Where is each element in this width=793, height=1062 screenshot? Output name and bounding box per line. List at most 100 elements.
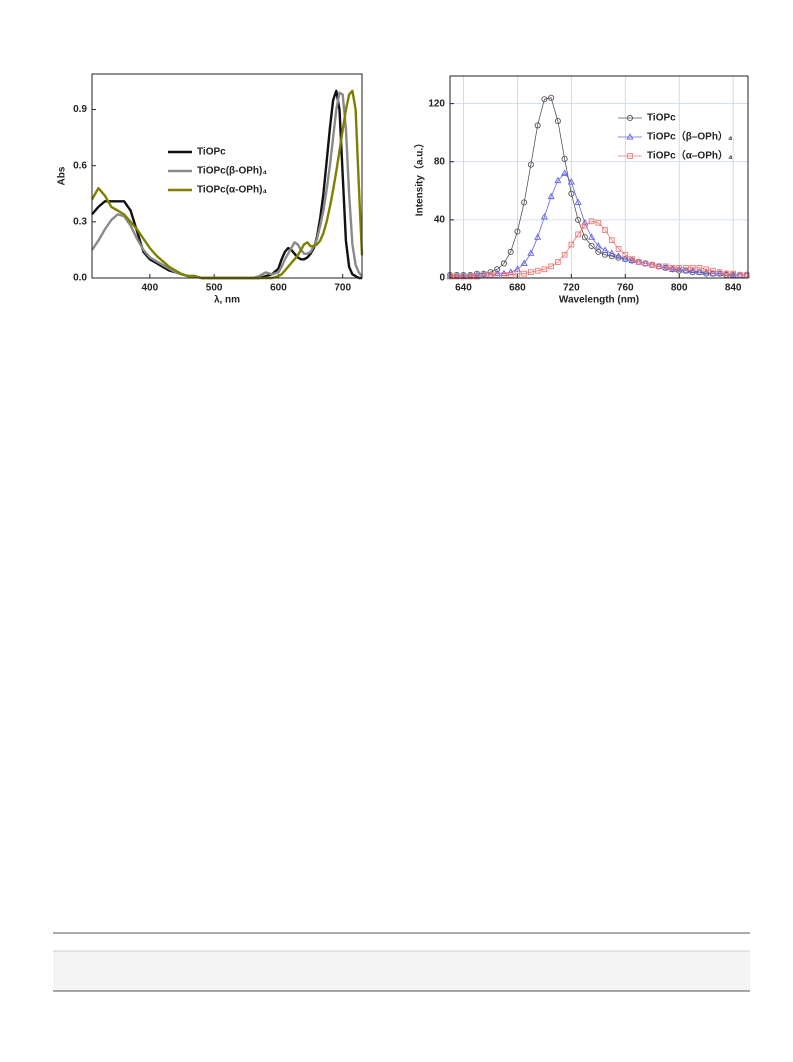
marker <box>622 251 629 258</box>
marker <box>710 267 716 274</box>
marker <box>548 94 555 101</box>
legend-marker <box>626 114 634 122</box>
marker <box>581 218 589 226</box>
marker <box>729 271 737 278</box>
marker <box>507 268 515 275</box>
marker <box>521 199 528 206</box>
marker <box>695 268 704 275</box>
marker <box>668 265 677 272</box>
legend-label: TiOPc(β-OPh)₄ <box>197 166 267 177</box>
marker <box>614 252 623 259</box>
marker <box>554 118 561 125</box>
marker <box>588 233 596 240</box>
marker <box>588 218 595 225</box>
marker <box>548 263 554 270</box>
x-tick-label: 640 <box>455 283 472 294</box>
marker <box>581 234 588 241</box>
marker <box>716 269 723 276</box>
marker <box>675 265 683 272</box>
marker <box>547 192 555 200</box>
marker <box>669 264 676 271</box>
marker <box>561 155 568 162</box>
marker <box>520 259 528 266</box>
marker <box>561 169 569 176</box>
marker <box>554 176 562 184</box>
marker <box>514 270 521 277</box>
marker <box>487 272 494 278</box>
y-tick-label: 40 <box>434 215 446 226</box>
marker <box>615 246 622 252</box>
y-tick-label: 0.9 <box>73 104 87 115</box>
marker <box>696 264 703 271</box>
plot-frame <box>91 73 363 279</box>
y-tick-label: 0.6 <box>73 160 87 171</box>
marker <box>595 219 602 226</box>
x-axis-title: Wavelength (nm) <box>559 295 639 306</box>
marker <box>500 260 507 267</box>
marker <box>480 272 487 278</box>
y-tick-label: 80 <box>434 156 446 167</box>
y-axis-title: Abs <box>57 166 68 185</box>
marker <box>507 272 514 278</box>
legend-label: TiOPc(α-OPh)₄ <box>197 185 267 196</box>
marker <box>567 178 575 185</box>
marker <box>453 273 460 280</box>
marker <box>561 251 568 258</box>
marker <box>507 248 514 255</box>
marker <box>602 227 608 233</box>
x-tick-label: 600 <box>270 283 287 294</box>
marker <box>555 259 561 265</box>
marker <box>595 248 602 255</box>
marker <box>656 263 662 270</box>
plot-frame <box>449 75 749 279</box>
marker <box>541 266 548 273</box>
marker <box>608 237 615 244</box>
marker <box>534 122 541 129</box>
marker <box>683 264 689 271</box>
x-tick-label: 400 <box>142 283 159 294</box>
marker <box>601 246 609 253</box>
marker <box>494 272 501 278</box>
marker <box>568 241 575 248</box>
y-tick-label: 0.0 <box>73 273 87 284</box>
y-tick-label: 0.3 <box>73 216 87 227</box>
marker <box>574 198 582 205</box>
marker <box>723 270 730 277</box>
legend-label: TiOPc <box>647 113 676 124</box>
x-tick-label: 760 <box>617 283 634 294</box>
x-tick-label: 840 <box>725 283 742 294</box>
y-tick-label: 0 <box>439 273 445 284</box>
marker <box>474 273 480 280</box>
x-tick-label: 680 <box>509 283 526 294</box>
marker <box>541 96 548 103</box>
marker <box>514 228 521 235</box>
marker <box>635 259 642 265</box>
marker <box>608 249 616 256</box>
x-tick-label: 500 <box>206 283 223 294</box>
marker <box>521 270 528 277</box>
marker <box>588 242 595 250</box>
marker <box>527 161 534 168</box>
table-row <box>53 951 750 991</box>
marker <box>581 222 588 229</box>
marker <box>501 272 507 278</box>
x-tick-label: 800 <box>671 283 688 294</box>
marker <box>594 242 602 249</box>
x-axis-title: λ, nm <box>214 295 240 306</box>
legend-label: TiOPc <box>197 147 226 158</box>
marker <box>621 255 629 262</box>
marker <box>743 272 750 278</box>
series-line <box>91 89 362 280</box>
marker <box>737 272 743 278</box>
marker <box>689 264 696 271</box>
marker <box>642 260 649 267</box>
marker <box>528 269 534 276</box>
marker <box>540 213 548 220</box>
marker <box>662 263 670 271</box>
legend-label: TiOPc（α–OPh）₄ <box>647 149 733 162</box>
marker <box>676 264 683 271</box>
marker <box>534 267 541 274</box>
marker <box>575 231 581 238</box>
